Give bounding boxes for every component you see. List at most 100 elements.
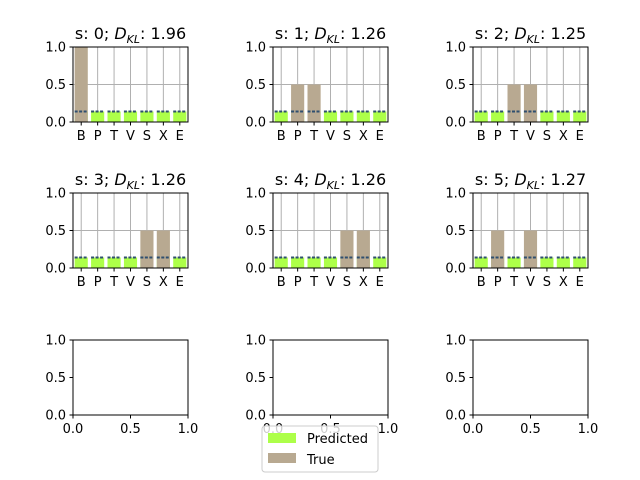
x-tick-label: P [294,129,302,144]
legend-label-predicted: Predicted [307,432,368,447]
y-tick-label: 1.0 [445,187,466,202]
subplot-1: B P T V S X Es: 1; DKL: 1.26 0.0 0.5 1.0 [245,24,389,144]
predicted-bar [474,257,488,268]
subplot-title: s: 4; DKL: 1.26 [275,170,386,192]
title-value: : 1.26 [340,24,386,43]
x-tick-label: 1.0 [378,422,399,437]
y-tick-label: 1.0 [45,41,66,56]
predicted-bar [323,257,338,268]
x-tick-label: S [143,275,151,290]
y-tick-label: 1.0 [45,334,66,349]
x-tick-label: 0.5 [120,422,141,437]
title-value: : 1.25 [540,24,586,43]
x-tick-label: S [543,129,551,144]
title-value: : 1.26 [140,170,186,189]
x-tick-label: T [309,129,318,144]
subplot-2: B P T V S X Es: 2; DKL: 1.25 0.0 0.5 1.0 [445,24,589,144]
x-tick-label: S [343,129,351,144]
title-symbol: D [514,24,526,43]
x-tick-label: X [559,275,568,290]
true-bar [140,230,154,268]
x-tick-label: B [477,275,486,290]
x-tick-label: S [143,129,151,144]
x-tick-label: B [477,129,486,144]
x-tick-label: X [159,129,168,144]
predicted-bar [156,111,170,122]
x-tick-label: E [176,129,184,144]
x-tick-label: B [77,129,86,144]
predicted-bar [107,257,121,268]
title-symbol: D [114,24,126,43]
x-tick-label: 0.5 [520,422,541,437]
x-tick-label: B [77,275,86,290]
x-tick-label: P [494,129,502,144]
predicted-bar [373,257,387,268]
y-tick-label: 0.5 [445,371,466,386]
predicted-bar [323,111,338,122]
x-tick-label: P [94,275,102,290]
title-value: : 1.26 [340,170,386,189]
y-tick-label: 0.5 [445,224,466,239]
predicted-bar [91,111,105,122]
title-prefix: s: 5; [475,170,514,189]
true-bar [340,230,354,268]
title-prefix: s: 4; [275,170,314,189]
x-tick-label: T [509,275,518,290]
x-tick-label: B [277,275,286,290]
predicted-bar [91,257,105,268]
y-tick-label: 0.5 [245,371,266,386]
title-value: : 1.27 [540,170,586,189]
y-tick-label: 0.0 [245,409,266,424]
title-prefix: s: 0; [75,24,114,43]
x-tick-label: S [343,275,351,290]
subplot-3: B P T V S X Es: 3; DKL: 1.26 0.0 0.5 1.0 [45,170,189,290]
predicted-bar [573,111,587,122]
title-symbol: D [114,170,126,189]
legend-label-true: True [306,453,335,468]
subplot-grid: B P T V S X Es: 0; DKL: 1.960.00.51.0B P T V S X Es:… [45,24,598,437]
predicted-bar [291,257,305,268]
predicted-bar [140,111,154,122]
predicted-bar [373,111,387,122]
title-value: : 1.96 [140,24,186,43]
y-tick-label: 0.5 [45,78,66,93]
subplot-8: 0.0 0.5 1.0 0.0 0.5 1.0 [445,334,598,438]
axes-frame [72,192,189,269]
predicted-bar [556,257,570,268]
x-tick-label: T [309,275,318,290]
x-tick-label: X [359,129,368,144]
subplot-0: B P T V S X Es: 0; DKL: 1.96 0.0 0.5 1.0 [45,24,189,144]
subplot-title: s: 1; DKL: 1.26 [275,24,386,46]
predicted-bar [107,111,121,122]
predicted-bar [74,257,88,268]
axes-frame [472,46,589,123]
title-subscript: KL [327,33,340,46]
x-tick-label: B [277,129,286,144]
y-tick-label: 1.0 [45,187,66,202]
predicted-bar [274,111,288,122]
y-tick-label: 0.0 [445,409,466,424]
subplot-title: s: 2; DKL: 1.25 [475,24,586,46]
predicted-bar [340,111,354,122]
true-bar [523,84,538,122]
subplot-title: s: 3; DKL: 1.26 [75,170,186,192]
true-bar [356,230,370,268]
predicted-bar [540,257,554,268]
true-bar [523,230,538,268]
y-tick-label: 0.0 [245,262,266,277]
y-tick-label: 0.5 [45,224,66,239]
subplot-title: s: 0; DKL: 1.96 [75,24,186,46]
x-tick-label: E [576,275,584,290]
y-tick-label: 1.0 [445,334,466,349]
axes-frame [72,339,189,416]
title-prefix: s: 2; [475,24,514,43]
predicted-bar [173,257,187,268]
x-tick-label: V [326,275,335,290]
predicted-bar [307,257,321,268]
predicted-bar [556,111,570,122]
x-tick-label: V [326,129,335,144]
legend-swatch-true [268,453,296,463]
true-bar [291,84,305,122]
